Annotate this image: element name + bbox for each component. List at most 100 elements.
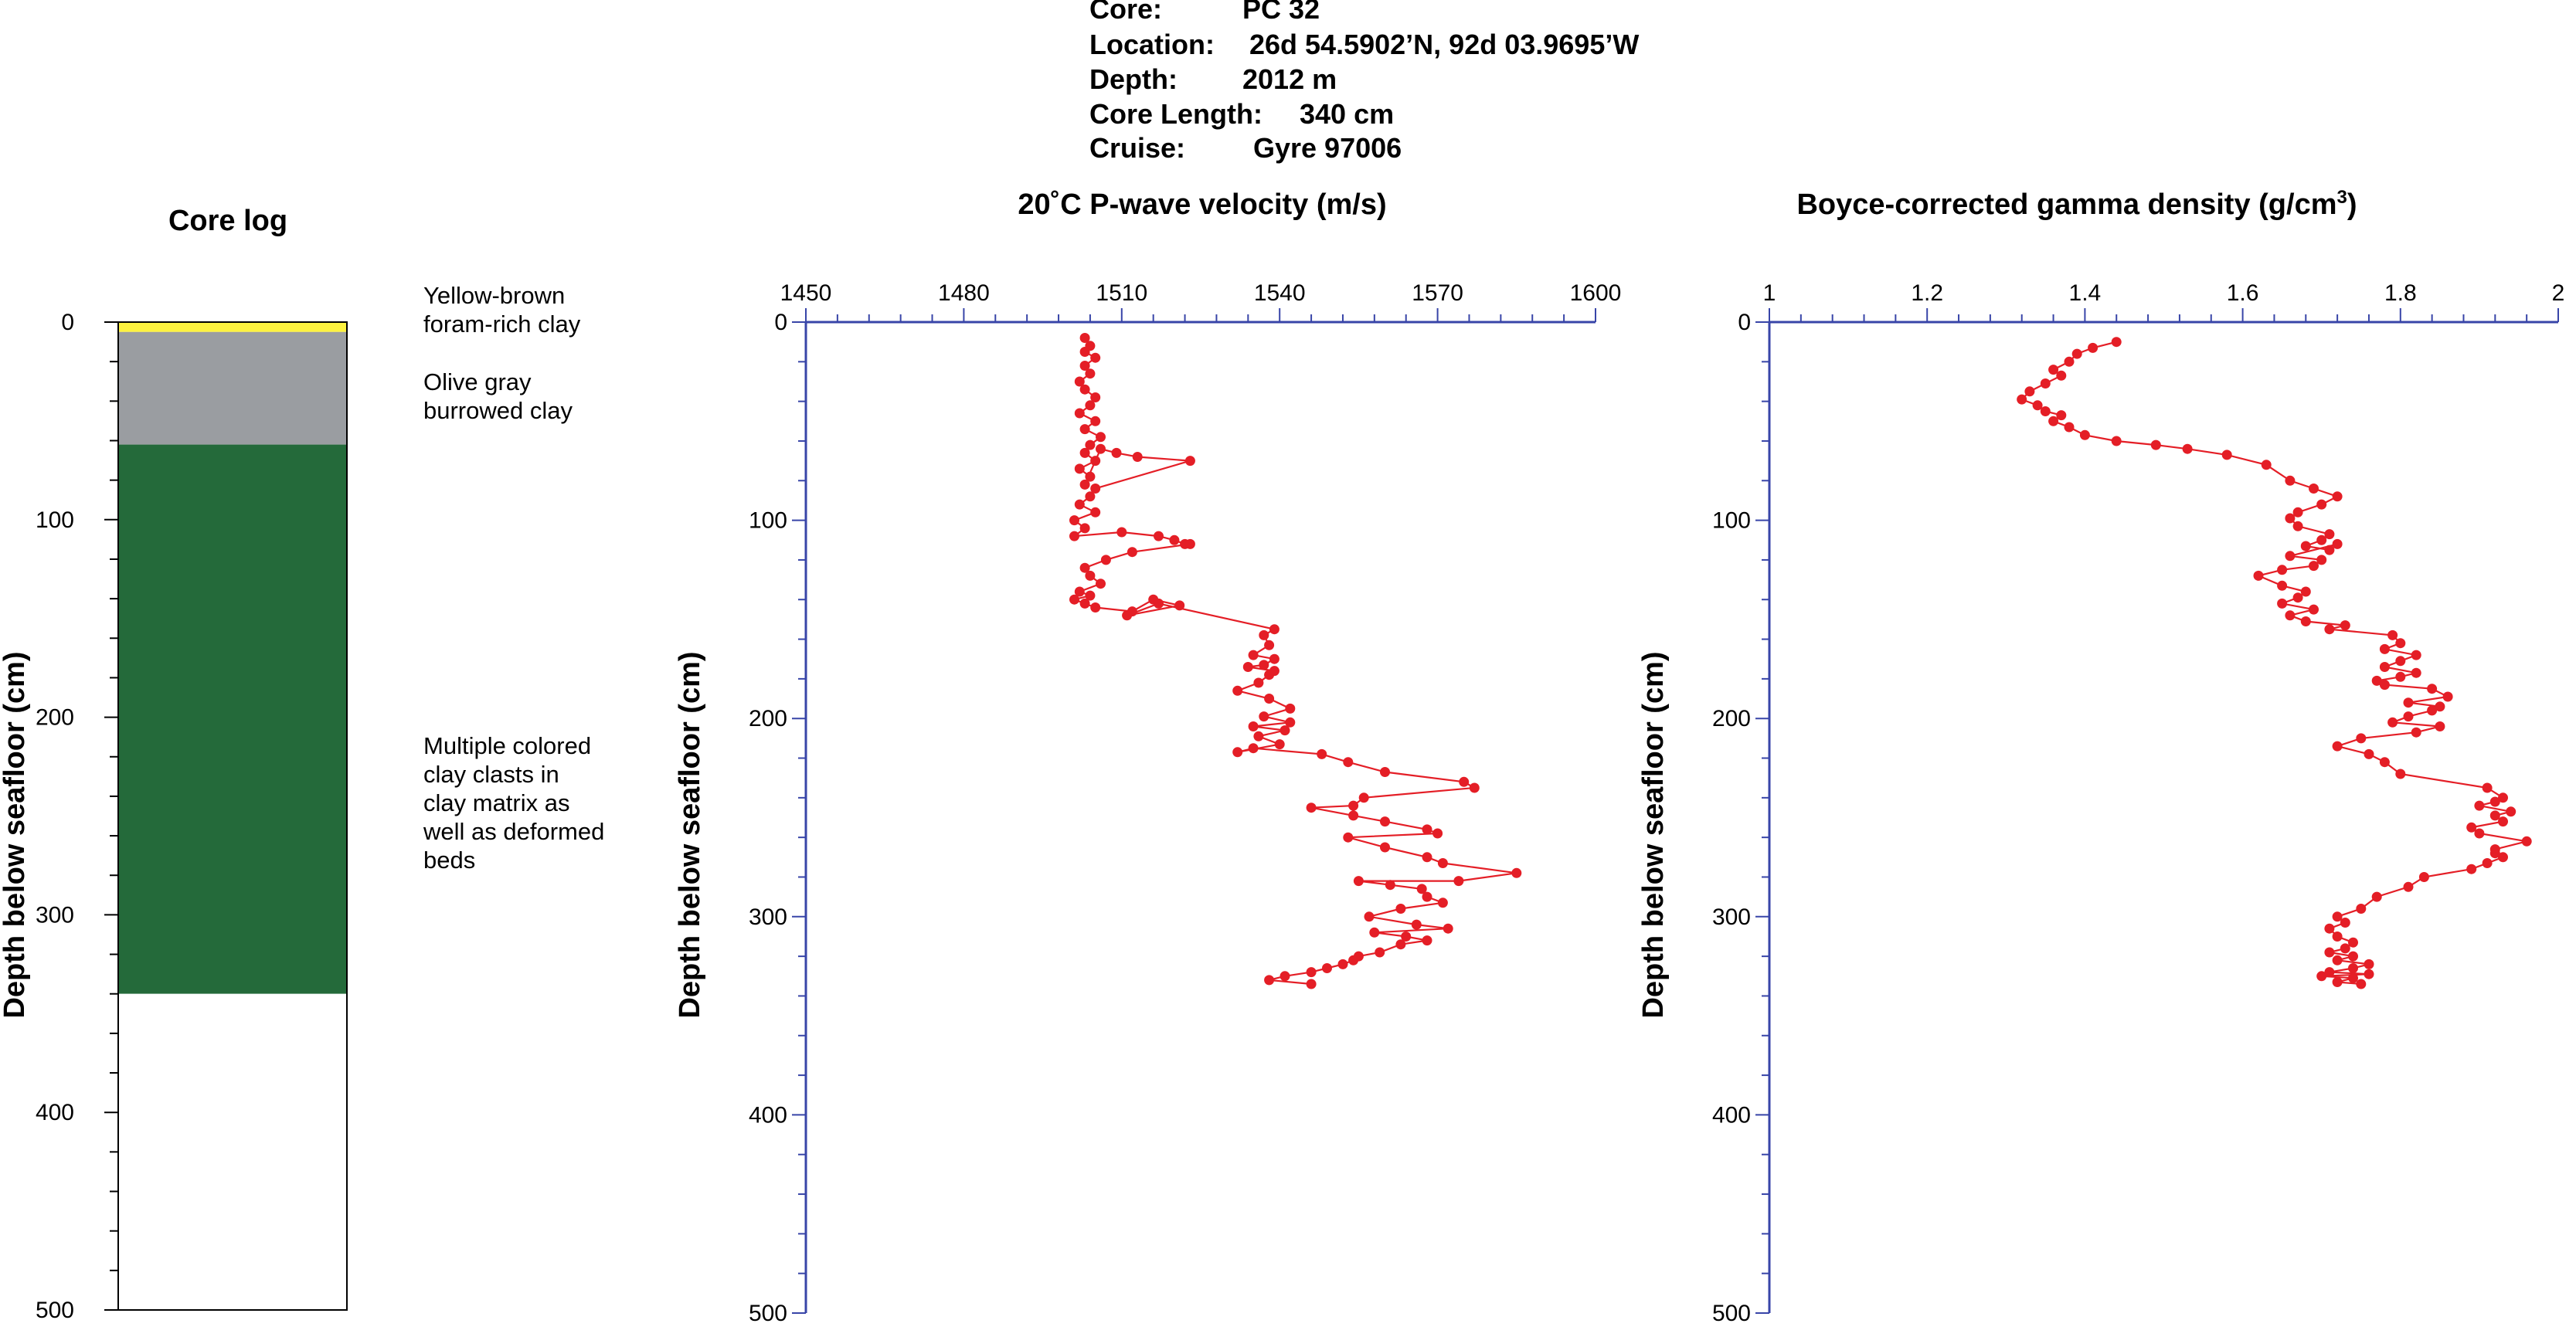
data-point bbox=[1259, 660, 1269, 670]
data-point bbox=[2356, 904, 2367, 914]
data-point bbox=[1264, 670, 1275, 680]
data-point bbox=[2285, 610, 2296, 621]
data-point bbox=[1079, 333, 1090, 343]
header-label: Location: bbox=[1089, 29, 1215, 60]
data-point bbox=[1306, 967, 1317, 978]
x-tick-label: 1570 bbox=[1412, 280, 1463, 306]
data-point bbox=[1085, 368, 1096, 379]
data-point bbox=[1184, 456, 1195, 467]
data-point bbox=[1437, 898, 1448, 908]
x-tick-label: 1510 bbox=[1096, 280, 1147, 306]
data-point bbox=[2356, 979, 2367, 989]
data-point bbox=[1432, 828, 1443, 839]
chart-title-text: Boyce-corrected gamma density (g/cm bbox=[1796, 188, 2336, 221]
data-point bbox=[1353, 876, 1364, 887]
data-point bbox=[1269, 624, 1280, 635]
unit-description: Multiple colored bbox=[423, 732, 591, 759]
data-point bbox=[2364, 748, 2374, 759]
data-point bbox=[1348, 800, 1359, 811]
data-point bbox=[2348, 972, 2358, 983]
data-point bbox=[2466, 864, 2477, 874]
y-tick-label: 400 bbox=[1712, 1102, 1751, 1128]
data-point bbox=[1358, 792, 1369, 803]
data-point bbox=[2489, 848, 2500, 859]
data-point bbox=[1096, 579, 1106, 589]
data-point bbox=[2403, 697, 2414, 708]
header-value: PC 32 bbox=[1242, 0, 1320, 25]
data-point bbox=[2309, 604, 2319, 615]
y-tick-label: 100 bbox=[1712, 508, 1751, 534]
data-point bbox=[2261, 460, 2272, 470]
data-point bbox=[2324, 947, 2335, 958]
header-label: Cruise: bbox=[1089, 132, 1185, 164]
data-point bbox=[1337, 959, 1348, 969]
core-log-y-axis-label: Depth below seafloor (cm) bbox=[0, 651, 31, 1018]
data-point bbox=[1422, 935, 1432, 946]
y-axis-label: Depth below seafloor (cm) bbox=[674, 651, 706, 1018]
data-point bbox=[2379, 757, 2390, 768]
core-log-frame bbox=[117, 321, 348, 1311]
data-point bbox=[2435, 721, 2445, 731]
data-point bbox=[1269, 653, 1280, 664]
data-point bbox=[2079, 429, 2090, 440]
data-point bbox=[2332, 955, 2343, 965]
data-point bbox=[1253, 731, 1264, 741]
data-point bbox=[2387, 629, 2398, 640]
data-point bbox=[1380, 842, 1390, 853]
data-point bbox=[2048, 416, 2059, 426]
data-point bbox=[2418, 872, 2429, 882]
data-point bbox=[1453, 876, 1464, 887]
data-point bbox=[2316, 555, 2327, 565]
data-point bbox=[1248, 743, 1259, 754]
data-point bbox=[1096, 443, 1106, 454]
data-point bbox=[1443, 923, 1453, 934]
data-point bbox=[2017, 394, 2027, 405]
x-tick-label: 1 bbox=[1763, 280, 1776, 306]
data-point bbox=[2379, 643, 2390, 654]
data-point bbox=[1079, 562, 1090, 573]
unit-description: clay matrix as bbox=[423, 789, 569, 816]
data-point bbox=[2482, 858, 2493, 868]
data-point bbox=[2324, 923, 2335, 934]
data-point bbox=[2395, 638, 2406, 649]
data-point bbox=[1422, 824, 1432, 835]
data-point bbox=[1154, 531, 1164, 541]
data-point bbox=[2371, 891, 2382, 902]
y-tick-label: 300 bbox=[1712, 904, 1751, 930]
data-point bbox=[1079, 361, 1090, 371]
data-point bbox=[1090, 352, 1101, 363]
data-point bbox=[1437, 858, 1448, 868]
data-point bbox=[1317, 748, 1327, 759]
y-tick-label: 300 bbox=[36, 902, 74, 928]
data-point bbox=[2332, 931, 2343, 942]
header-value: 2012 m bbox=[1242, 63, 1337, 95]
y-tick-label: 500 bbox=[36, 1298, 74, 1323]
data-point bbox=[2442, 691, 2453, 702]
data-point bbox=[1079, 447, 1090, 458]
data-point bbox=[1248, 721, 1259, 731]
data-point bbox=[1232, 685, 1243, 696]
data-point bbox=[2411, 667, 2421, 678]
data-point bbox=[2489, 796, 2500, 807]
y-tick-label: 400 bbox=[36, 1100, 74, 1125]
data-point bbox=[2032, 400, 2043, 411]
data-point bbox=[1174, 600, 1185, 611]
data-point bbox=[1380, 816, 1390, 827]
data-point bbox=[2182, 443, 2193, 454]
data-point bbox=[1259, 629, 1269, 640]
data-point bbox=[1469, 782, 1480, 793]
data-point bbox=[1253, 677, 1264, 688]
data-point bbox=[1079, 479, 1090, 490]
data-point bbox=[2332, 741, 2343, 752]
data-point bbox=[2285, 513, 2296, 524]
y-axis-label: Depth below seafloor (cm) bbox=[1637, 651, 1670, 1018]
data-point bbox=[1069, 594, 1079, 605]
data-point bbox=[1100, 555, 1111, 565]
unit-description: beds bbox=[423, 847, 475, 874]
data-point bbox=[1090, 456, 1101, 467]
data-point bbox=[1079, 347, 1090, 357]
data-point bbox=[2285, 475, 2296, 486]
data-point bbox=[2253, 570, 2264, 581]
data-point bbox=[2411, 650, 2421, 660]
data-point bbox=[1306, 803, 1317, 813]
